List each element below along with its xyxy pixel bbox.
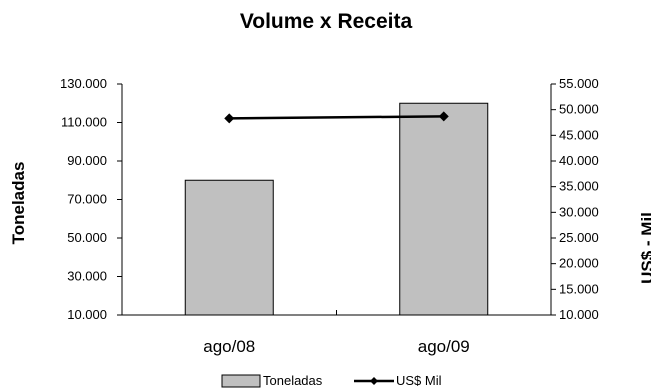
line-us-mil (229, 115, 444, 120)
x-category-label: ago/08 (203, 337, 255, 356)
y-right-tick-label: 45.000 (559, 127, 599, 142)
chart-title: Volume x Receita (240, 10, 413, 33)
y-right-tick-label: 30.000 (559, 204, 599, 219)
y-right-tick-label: 55.000 (559, 76, 599, 91)
y-right-tick-label: 20.000 (559, 256, 599, 271)
y-right-tick-label: 25.000 (559, 230, 599, 245)
y-right-tick-label: 35.000 (559, 179, 599, 194)
y-right-tick-label: 50.000 (559, 102, 599, 117)
legend-swatch-toneladas (221, 374, 261, 388)
legend-label-toneladas: Toneladas (263, 373, 323, 388)
y-right-tick-label: 10.000 (559, 307, 599, 322)
legend-swatch-us-mil-marker (370, 377, 378, 385)
bar-toneladas-ago-09 (399, 102, 489, 316)
legend-label-us-mil: US$ Mil (396, 373, 442, 388)
point-us-mil-ago-08 (224, 113, 235, 124)
y-axis-left-label: Toneladas (9, 162, 28, 245)
plot-area: 10.000 30.000 50.000 70.000 90.000 110.000 130… (60, 76, 599, 388)
y-axis-right-label: US$ - Mil (638, 212, 651, 284)
y-left-tick-label: 70.000 (67, 192, 107, 207)
y-left-tick-label: 50.000 (67, 230, 107, 245)
y-left-tick-label: 110.000 (61, 115, 107, 130)
x-category-label: ago/09 (418, 337, 470, 356)
y-left-tick-label: 30.000 (67, 269, 107, 284)
y-right-tick-label: 40.000 (559, 153, 599, 168)
y-left-tick-label: 90.000 (67, 153, 107, 168)
point-us-mil-ago-09 (438, 111, 449, 122)
y-left-tick-label: 130.000 (60, 76, 107, 91)
y-left-tick-label: 10.000 (67, 307, 107, 322)
y-right-tick-label: 15.000 (559, 281, 599, 296)
bar-toneladas-ago-08 (184, 179, 274, 316)
